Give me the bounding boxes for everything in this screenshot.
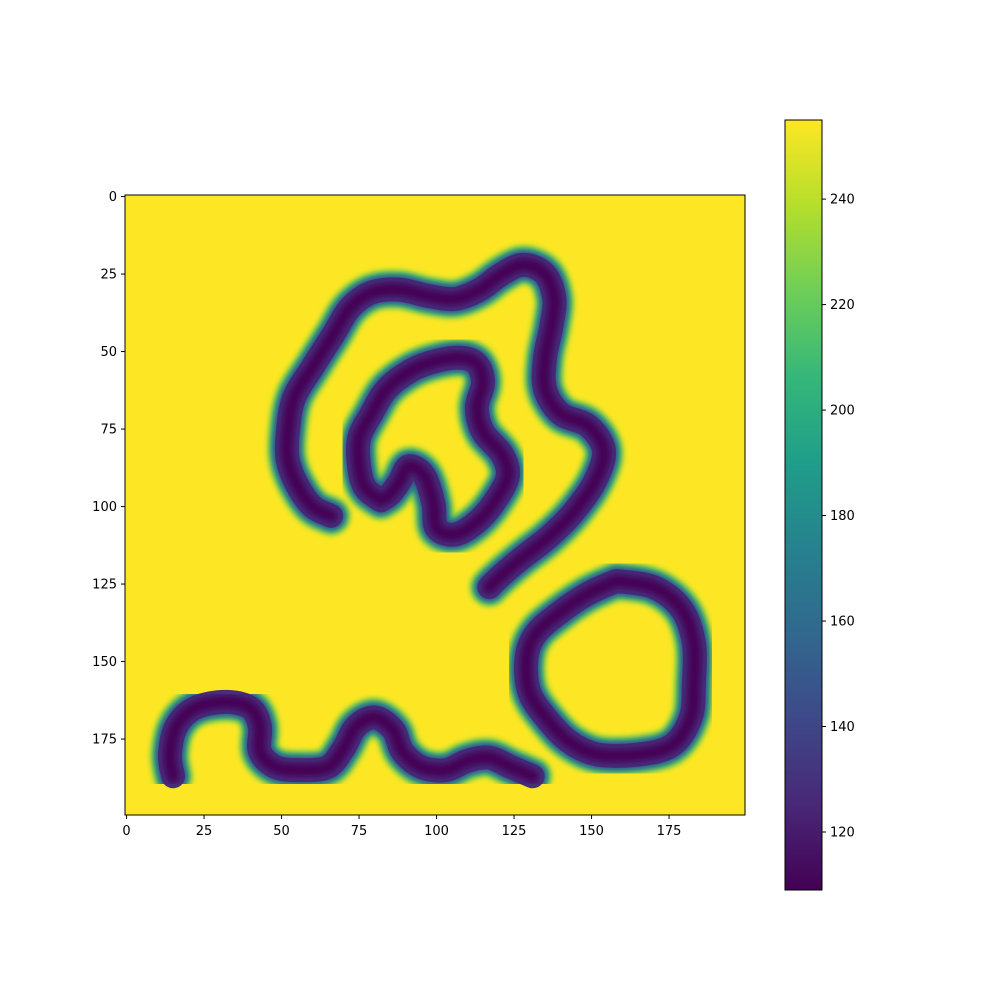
y-tick-label: 125 bbox=[92, 578, 117, 593]
stroke-upper-spiral-band-5 bbox=[282, 260, 609, 592]
x-tick-label: 125 bbox=[502, 824, 527, 839]
colorbar-tick-label: 140 bbox=[830, 720, 855, 735]
x-tick-label: 150 bbox=[579, 824, 604, 839]
y-tick-label: 100 bbox=[92, 500, 117, 515]
y-tick-label: 75 bbox=[100, 423, 117, 438]
x-tick-label: 100 bbox=[424, 824, 449, 839]
x-tick-label: 50 bbox=[273, 824, 290, 839]
colorbar-tick-label: 120 bbox=[830, 825, 855, 840]
x-axis: 0 25 50 75 100 125 150 175 bbox=[122, 815, 681, 839]
image-strokes bbox=[149, 244, 715, 797]
image-frame bbox=[124, 194, 746, 816]
stroke-inner-loop-band-5 bbox=[353, 353, 513, 540]
stroke-inner-loop bbox=[337, 337, 529, 555]
stroke-bottom-wave bbox=[149, 681, 553, 797]
y-tick-label: 50 bbox=[100, 345, 117, 360]
y-tick-label: 150 bbox=[92, 655, 117, 670]
colorbar-tick-label: 160 bbox=[830, 615, 855, 630]
stroke-upper-spiral bbox=[266, 244, 625, 608]
y-tick-label: 175 bbox=[92, 733, 117, 748]
stroke-bottom-wave-band-5 bbox=[165, 697, 538, 781]
stroke-right-ring-band-5 bbox=[521, 576, 700, 761]
colorbar-tick-label: 180 bbox=[830, 509, 855, 524]
x-tick-label: 25 bbox=[196, 824, 213, 839]
y-tick-label: 25 bbox=[100, 268, 117, 283]
x-tick-label: 175 bbox=[657, 824, 682, 839]
colorbar-tick-label: 220 bbox=[830, 298, 855, 313]
colorbar: 120 140 160 180 200 220 240 bbox=[784, 119, 855, 891]
colorbar-frame bbox=[784, 119, 823, 891]
colorbar-tick-label: 200 bbox=[830, 404, 855, 419]
x-tick-label: 0 bbox=[122, 824, 130, 839]
colorbar-tick-label: 240 bbox=[830, 193, 855, 208]
x-tick-label: 75 bbox=[351, 824, 368, 839]
image-plot bbox=[124, 194, 746, 816]
colorbar-gradient bbox=[785, 120, 822, 890]
y-tick-label: 0 bbox=[109, 190, 117, 205]
y-axis: 0 25 50 75 100 125 150 175 bbox=[92, 190, 125, 748]
colorbar-ticks: 120 140 160 180 200 220 240 bbox=[822, 193, 855, 840]
stroke-right-ring bbox=[505, 561, 715, 776]
